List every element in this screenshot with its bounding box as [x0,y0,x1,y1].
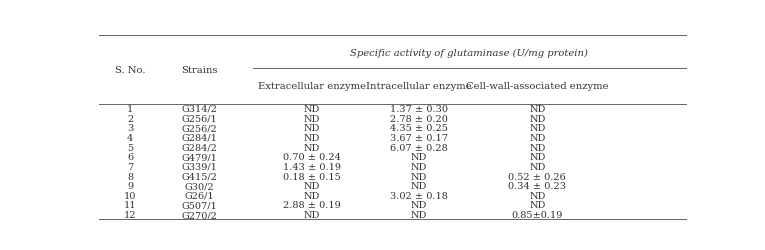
Text: Intracellular enzyme: Intracellular enzyme [366,82,471,91]
Text: ND: ND [304,191,321,200]
Text: ND: ND [529,143,545,152]
Text: 4: 4 [127,133,133,142]
Text: 11: 11 [124,201,136,210]
Text: 1: 1 [127,104,133,114]
Text: 7: 7 [127,162,133,171]
Text: G26/1: G26/1 [184,191,214,200]
Text: 6: 6 [127,152,133,162]
Text: ND: ND [411,210,427,219]
Text: G507/1: G507/1 [181,201,217,210]
Text: 0.34 ± 0.23: 0.34 ± 0.23 [508,182,566,190]
Text: G284/1: G284/1 [181,133,217,142]
Text: 4.35 ± 0.25: 4.35 ± 0.25 [390,124,448,133]
Text: ND: ND [304,182,321,190]
Text: ND: ND [529,191,545,200]
Text: G339/1: G339/1 [181,162,217,171]
Text: 1.43 ± 0.19: 1.43 ± 0.19 [283,162,341,171]
Text: 10: 10 [124,191,136,200]
Text: ND: ND [304,143,321,152]
Text: G314/2: G314/2 [181,104,217,114]
Text: Strains: Strains [181,66,217,74]
Text: 0.52 ± 0.26: 0.52 ± 0.26 [509,172,566,181]
Text: G284/2: G284/2 [181,143,217,152]
Text: ND: ND [411,201,427,210]
Text: ND: ND [304,104,321,114]
Text: 9: 9 [127,182,133,190]
Text: 3.02 ± 0.18: 3.02 ± 0.18 [390,191,448,200]
Text: ND: ND [529,152,545,162]
Text: ND: ND [304,114,321,123]
Text: Specific activity of glutaminase (U/mg protein): Specific activity of glutaminase (U/mg p… [350,48,588,58]
Text: ND: ND [411,162,427,171]
Text: ND: ND [529,133,545,142]
Text: ND: ND [529,162,545,171]
Text: 12: 12 [124,210,136,219]
Text: 5: 5 [127,143,133,152]
Text: 2.88 ± 0.19: 2.88 ± 0.19 [283,201,341,210]
Text: G415/2: G415/2 [181,172,217,181]
Text: G479/1: G479/1 [181,152,217,162]
Text: ND: ND [529,104,545,114]
Text: 3.67 ± 0.17: 3.67 ± 0.17 [389,133,448,142]
Text: ND: ND [529,114,545,123]
Text: 0.70 ± 0.24: 0.70 ± 0.24 [283,152,341,162]
Text: G256/1: G256/1 [181,114,217,123]
Text: ND: ND [304,210,321,219]
Text: 0.85±0.19: 0.85±0.19 [512,210,563,219]
Text: 6.07 ± 0.28: 6.07 ± 0.28 [390,143,448,152]
Text: Cell-wall-associated enzyme: Cell-wall-associated enzyme [466,82,609,91]
Text: 2: 2 [127,114,133,123]
Text: 3: 3 [127,124,133,133]
Text: ND: ND [411,152,427,162]
Text: 0.18 ± 0.15: 0.18 ± 0.15 [283,172,341,181]
Text: 2.78 ± 0.20: 2.78 ± 0.20 [390,114,448,123]
Text: ND: ND [411,172,427,181]
Text: ND: ND [304,133,321,142]
Text: ND: ND [529,201,545,210]
Text: Extracellular enzyme: Extracellular enzyme [258,82,366,91]
Text: ND: ND [411,182,427,190]
Text: G270/2: G270/2 [181,210,217,219]
Text: 8: 8 [127,172,133,181]
Text: G256/2: G256/2 [181,124,217,133]
Text: 1.37 ± 0.30: 1.37 ± 0.30 [389,104,448,114]
Text: ND: ND [529,124,545,133]
Text: ND: ND [304,124,321,133]
Text: G30/2: G30/2 [184,182,214,190]
Text: S. No.: S. No. [115,66,145,74]
